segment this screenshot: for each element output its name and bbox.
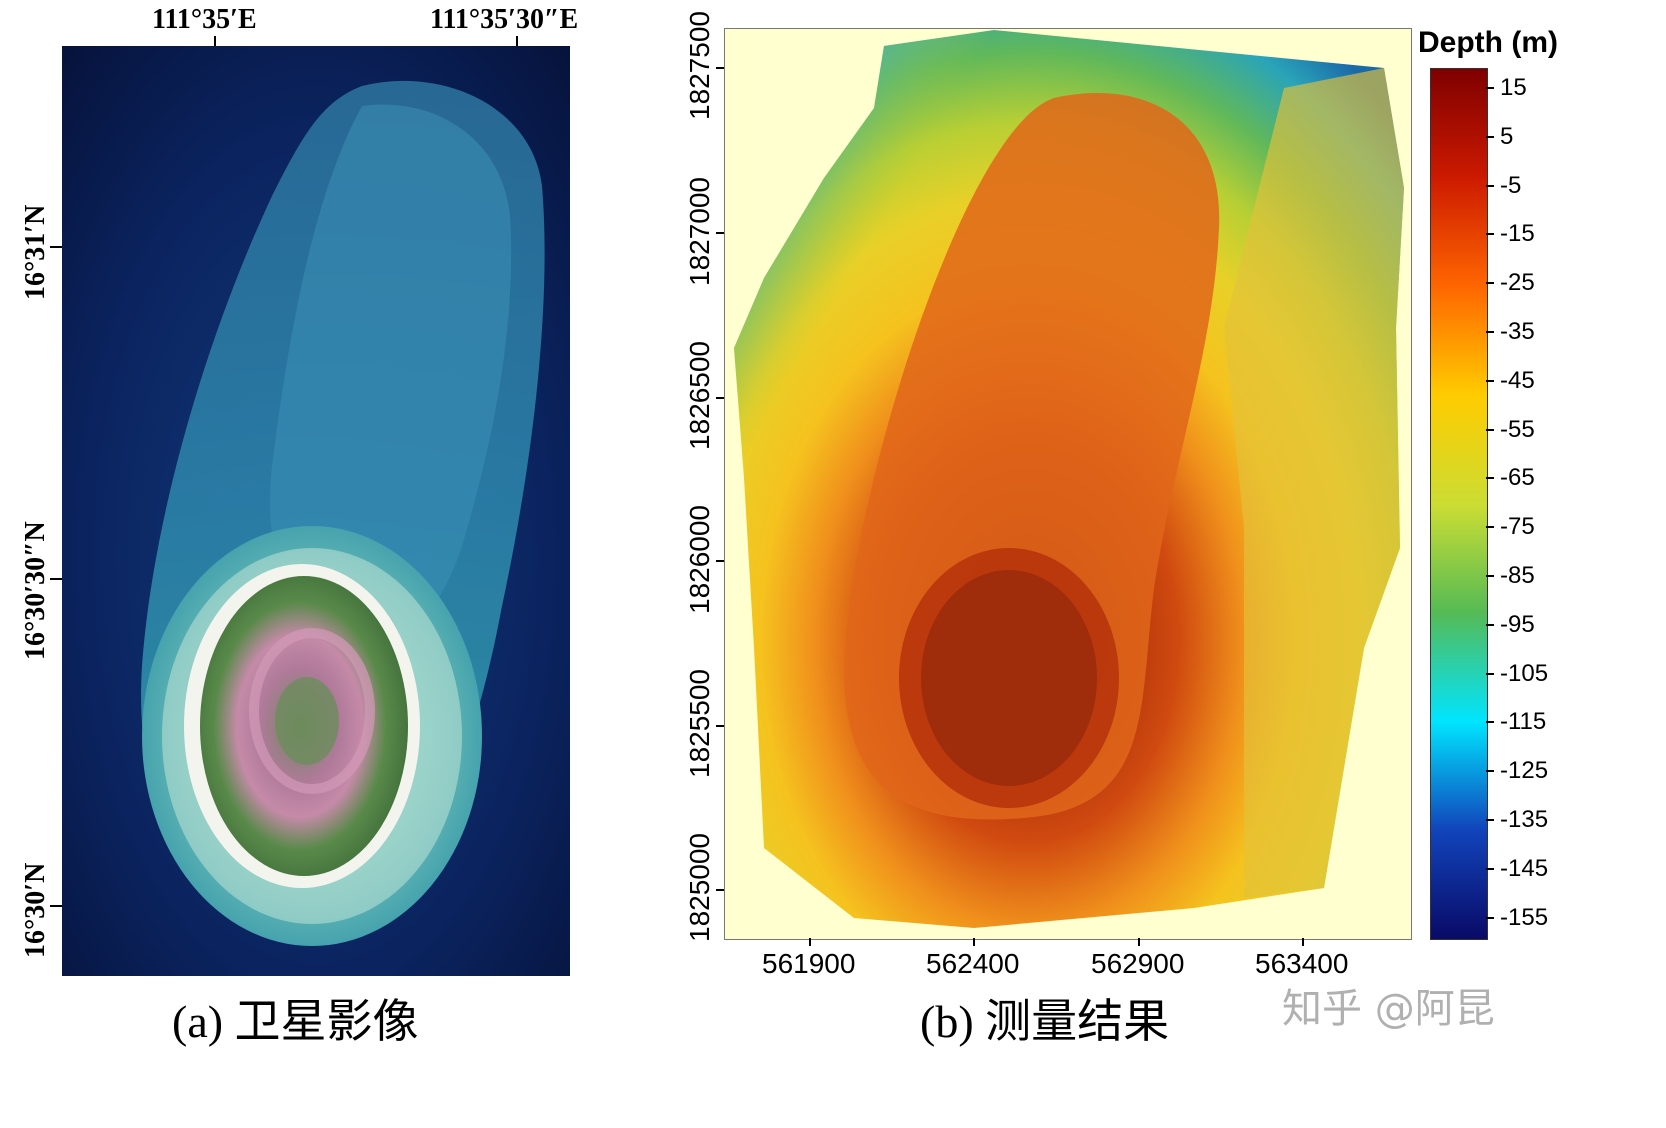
colorbar-tick-label: -65: [1500, 464, 1535, 492]
colorbar-tick: [1486, 672, 1494, 675]
colorbar-tick: [1486, 575, 1494, 577]
y-tick-6: [716, 889, 724, 891]
colorbar-tick: [1486, 819, 1494, 821]
y-tick-5: [716, 725, 724, 727]
x-tick-label-4: 563400: [1255, 948, 1349, 979]
colorbar-tick-label: -35: [1500, 318, 1535, 345]
colorbar-tick-label: -105: [1500, 659, 1549, 687]
colorbar-tick: [1486, 184, 1494, 187]
y-tick-4: [716, 560, 724, 562]
colorbar-tick: [1486, 87, 1494, 89]
y-tick-label-4: 1826000: [684, 504, 715, 614]
colorbar-tick-label: -45: [1500, 366, 1535, 394]
colorbar-tick-label: 5: [1500, 122, 1514, 150]
colorbar-tick: [1486, 233, 1494, 236]
colorbar-tick-label: -75: [1500, 513, 1535, 541]
bathymetry-map: [724, 28, 1412, 940]
x-tick-4: [1302, 938, 1304, 946]
colorbar-tick: [1486, 623, 1494, 626]
colorbar-title: Depth (m): [1418, 26, 1558, 59]
x-tick-label-1: 561900: [762, 948, 856, 979]
colorbar-tick: [1486, 867, 1494, 870]
lat-tick-1: [50, 246, 62, 248]
colorbar-tick-label: -115: [1500, 708, 1547, 736]
lon-tick-1: [214, 36, 216, 48]
colorbar-tick: [1486, 721, 1494, 724]
y-tick-3: [716, 397, 724, 399]
colorbar-tick-label: -125: [1500, 757, 1549, 785]
y-tick-label-2: 1827000: [684, 176, 715, 286]
colorbar-tick: [1486, 379, 1494, 382]
x-tick-3: [1138, 938, 1140, 946]
colorbar-tick-label: -5: [1500, 171, 1522, 199]
watermark: 知乎 @阿昆: [1282, 986, 1495, 1032]
lat-label-3: 16°30′N: [20, 862, 51, 958]
lat-tick-3: [50, 905, 62, 907]
x-tick-1: [809, 938, 811, 946]
colorbar-tick-label: -85: [1500, 562, 1535, 589]
colorbar-tick-label: -55: [1500, 415, 1535, 443]
caption-b: (b) 测量结果: [920, 996, 1170, 1047]
lon-label-2: 111°35′30″E: [430, 4, 579, 35]
caption-a: (a) 卫星影像: [172, 996, 419, 1047]
lon-label-1: 111°35′E: [152, 4, 257, 35]
colorbar-tick: [1486, 477, 1494, 480]
lon-tick-2: [516, 36, 518, 48]
map-frame: [724, 28, 1412, 940]
lat-label-2: 16°30′30″N: [20, 521, 51, 660]
colorbar-tick: [1486, 135, 1494, 138]
colorbar-tick: [1486, 916, 1494, 919]
colorbar-tick-label: -145: [1500, 854, 1549, 882]
colorbar-tick-label: -95: [1500, 610, 1535, 638]
lat-tick-2: [50, 578, 62, 580]
colorbar-tick: [1486, 331, 1494, 333]
colorbar-tick-label: -155: [1500, 903, 1549, 931]
x-tick-label-3: 562900: [1091, 948, 1185, 979]
x-tick-label-2: 562400: [926, 948, 1020, 979]
y-tick-label-3: 1826500: [684, 340, 715, 450]
colorbar-tick-label: -15: [1500, 220, 1535, 248]
colorbar-tick: [1486, 770, 1494, 773]
panel-a: 111°35′E 111°35′30″E 16°31′N 16°30′30″N …: [0, 0, 650, 1128]
panel-b: 561900 562400 562900 563400 1827500 1827…: [650, 0, 1666, 1128]
colorbar-tick: [1486, 428, 1494, 431]
colorbar-tick: [1486, 282, 1494, 285]
y-tick-2: [716, 232, 724, 234]
colorbar-tick-label: 15: [1500, 74, 1527, 101]
colorbar-tick-label: -25: [1500, 269, 1535, 297]
colorbar-tick-label: -135: [1500, 806, 1549, 833]
satellite-image: [62, 46, 570, 976]
y-tick-label-1: 1827500: [684, 10, 715, 120]
colorbar: [1430, 68, 1488, 940]
y-tick-1: [716, 67, 724, 69]
y-tick-label-6: 1825000: [684, 832, 715, 942]
y-tick-label-5: 1825500: [684, 668, 715, 778]
lat-label-1: 16°31′N: [20, 204, 51, 300]
colorbar-tick: [1486, 526, 1494, 529]
x-tick-2: [973, 938, 975, 946]
